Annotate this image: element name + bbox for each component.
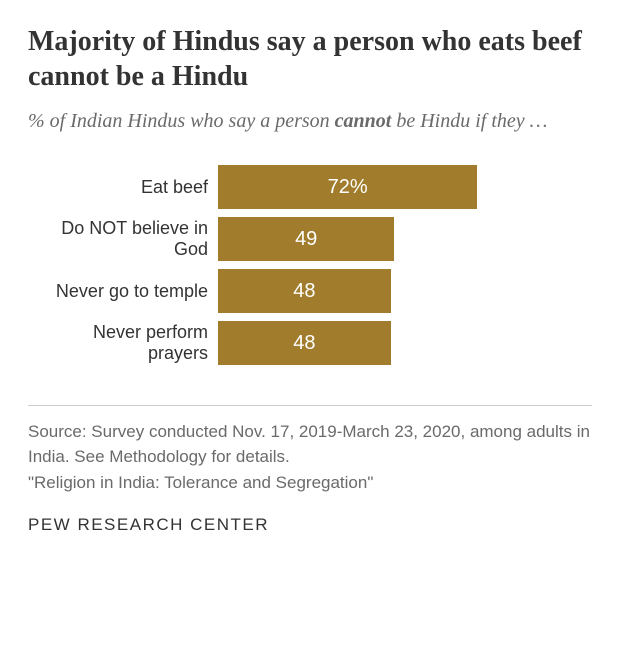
bar: 48	[218, 321, 391, 365]
bar-track: 72%	[218, 165, 578, 209]
bar-track: 48	[218, 269, 578, 313]
bar-value: 72%	[328, 176, 368, 199]
bar-label: Eat beef	[28, 177, 218, 198]
bar: 48	[218, 269, 391, 313]
bar-label: Never go to temple	[28, 281, 218, 302]
report-title-text: "Religion in India: Tolerance and Segreg…	[28, 473, 592, 493]
bar: 49	[218, 217, 394, 261]
bar-track: 49	[218, 217, 578, 261]
chart-title: Majority of Hindus say a person who eats…	[28, 24, 592, 94]
bar-value: 49	[295, 228, 317, 251]
source-text: Source: Survey conducted Nov. 17, 2019-M…	[28, 420, 592, 469]
chart-row: Eat beef 72%	[28, 165, 592, 209]
bar-value: 48	[293, 280, 315, 303]
bar-chart: Eat beef 72% Do NOT believe in God 49 Never …	[28, 165, 592, 365]
chart-footer: Source: Survey conducted Nov. 17, 2019-M…	[28, 405, 592, 535]
bar-value: 48	[293, 332, 315, 355]
chart-row: Do NOT believe in God 49	[28, 217, 592, 261]
subtitle-suffix: be Hindu if they …	[391, 110, 547, 132]
chart-row: Never go to temple 48	[28, 269, 592, 313]
chart-row: Never perform prayers 48	[28, 321, 592, 365]
bar-label: Do NOT believe in God	[28, 218, 218, 260]
bar: 72%	[218, 165, 477, 209]
subtitle-bold: cannot	[335, 110, 392, 132]
bar-label: Never perform prayers	[28, 322, 218, 364]
bar-track: 48	[218, 321, 578, 365]
subtitle-prefix: % of Indian Hindus who say a person	[28, 110, 335, 132]
chart-subtitle: % of Indian Hindus who say a person cann…	[28, 108, 592, 135]
brand-text: PEW RESEARCH CENTER	[28, 515, 592, 535]
